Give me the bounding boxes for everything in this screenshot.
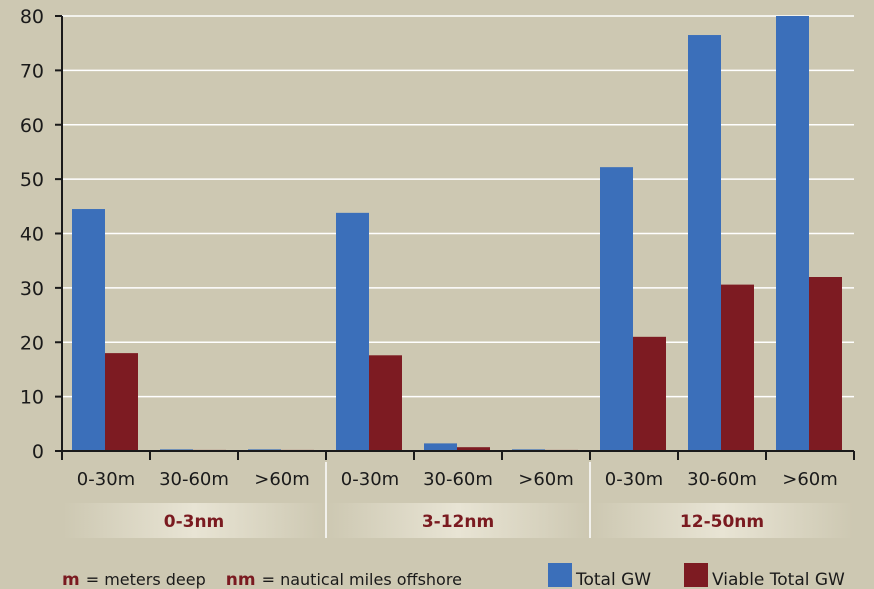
group-label: 3-12nm bbox=[422, 512, 494, 532]
y-tick-label: 50 bbox=[20, 169, 44, 191]
category-label: 0-30m bbox=[341, 469, 399, 490]
footnote-key: m bbox=[62, 570, 80, 589]
category-label: 30-60m bbox=[159, 469, 229, 490]
y-tick-label: 20 bbox=[20, 332, 44, 354]
bar-total-gw bbox=[336, 212, 369, 451]
group-bands bbox=[63, 462, 853, 538]
footnote-text: = nautical miles offshore bbox=[262, 570, 462, 589]
legend-label: Viable Total GW bbox=[712, 570, 845, 589]
bar-viable-total-gw bbox=[369, 355, 402, 451]
y-tick-label: 60 bbox=[20, 115, 44, 137]
group-label: 12-50nm bbox=[680, 512, 764, 532]
y-tick-label: 80 bbox=[20, 6, 44, 28]
y-tick-label: 40 bbox=[20, 224, 44, 246]
group-band bbox=[591, 503, 853, 538]
bar-total-gw bbox=[776, 16, 809, 451]
bar-total-gw bbox=[600, 167, 633, 451]
axes bbox=[55, 15, 855, 460]
category-label: 30-60m bbox=[687, 469, 757, 490]
footer: m = meters deep nm = nautical miles offshor… bbox=[62, 563, 845, 589]
bars bbox=[72, 16, 842, 452]
category-label: >60m bbox=[254, 469, 310, 490]
category-label: >60m bbox=[782, 469, 838, 490]
bar-viable-total-gw bbox=[809, 277, 842, 451]
category-label: >60m bbox=[518, 469, 574, 490]
legend-swatch bbox=[548, 563, 572, 587]
footnote-key: nm bbox=[226, 570, 256, 589]
bar-viable-total-gw bbox=[457, 447, 490, 451]
bar-viable-total-gw bbox=[633, 336, 666, 451]
category-label: 30-60m bbox=[423, 469, 493, 490]
y-tick-label: 0 bbox=[32, 441, 44, 463]
bar-total-gw bbox=[72, 209, 105, 451]
y-tick-label: 70 bbox=[20, 60, 44, 82]
bar-viable-total-gw bbox=[721, 284, 754, 451]
bar-viable-total-gw bbox=[105, 353, 138, 451]
footnote-text: = meters deep bbox=[86, 570, 206, 589]
category-label: 0-30m bbox=[605, 469, 663, 490]
bar-total-gw bbox=[424, 443, 457, 451]
legend-label: Total GW bbox=[575, 570, 651, 589]
group-band bbox=[327, 503, 589, 538]
legend-swatch bbox=[684, 563, 708, 587]
group-label: 0-3nm bbox=[164, 512, 225, 532]
labels: 0-3nm 3-12nm 12-50nm 0 10 20 30 40 50 60 70 80 0-30m… bbox=[20, 6, 838, 532]
bar-total-gw bbox=[688, 35, 721, 451]
group-band bbox=[63, 503, 325, 538]
y-tick-label: 10 bbox=[20, 387, 44, 409]
category-label: 0-30m bbox=[77, 469, 135, 490]
y-tick-label: 30 bbox=[20, 278, 44, 300]
